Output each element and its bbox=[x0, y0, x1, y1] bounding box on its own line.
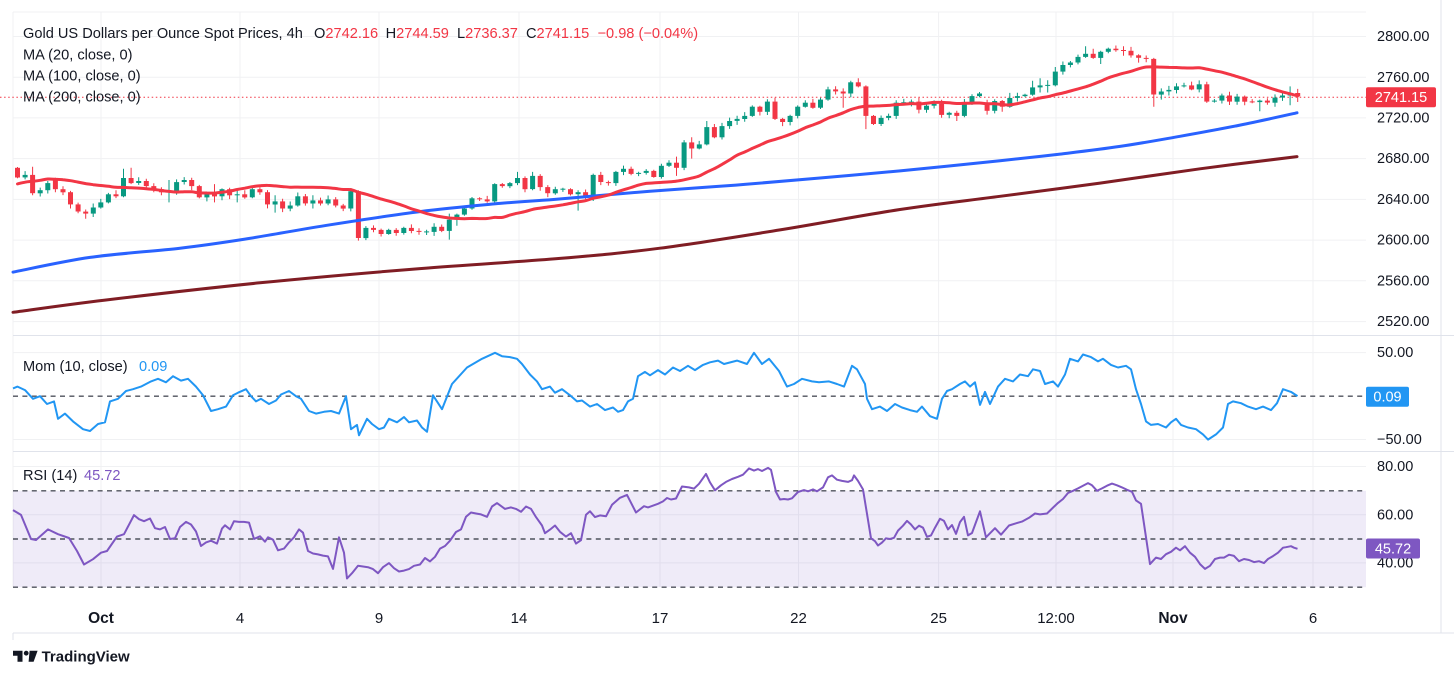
svg-text:6: 6 bbox=[1309, 610, 1317, 627]
svg-text:Oct: Oct bbox=[88, 610, 114, 627]
svg-text:0.09: 0.09 bbox=[139, 359, 167, 375]
svg-text:2760.00: 2760.00 bbox=[1377, 70, 1429, 86]
svg-text:4: 4 bbox=[236, 610, 244, 627]
svg-text:L2736.37: L2736.37 bbox=[457, 26, 518, 42]
svg-text:80.00: 80.00 bbox=[1377, 459, 1413, 475]
svg-text:40.00: 40.00 bbox=[1377, 556, 1413, 572]
svg-text:Gold US Dollars per Ounce Spot: Gold US Dollars per Ounce Spot Prices, 4… bbox=[23, 26, 303, 42]
svg-text:45.72: 45.72 bbox=[84, 468, 121, 484]
svg-text:2640.00: 2640.00 bbox=[1377, 192, 1429, 208]
svg-text:TradingView: TradingView bbox=[42, 649, 130, 666]
svg-text:MA (100, close, 0): MA (100, close, 0) bbox=[23, 69, 141, 85]
svg-text:2600.00: 2600.00 bbox=[1377, 233, 1429, 249]
svg-text:Nov: Nov bbox=[1158, 610, 1188, 627]
svg-text:C2741.15: C2741.15 bbox=[526, 26, 589, 42]
svg-text:2720.00: 2720.00 bbox=[1377, 111, 1429, 127]
svg-text:45.72: 45.72 bbox=[1375, 541, 1411, 557]
svg-text:12:00: 12:00 bbox=[1037, 610, 1075, 627]
svg-text:RSI (14): RSI (14) bbox=[23, 468, 77, 484]
svg-text:O2742.16: O2742.16 bbox=[314, 26, 378, 42]
svg-text:H2744.59: H2744.59 bbox=[386, 26, 449, 42]
svg-text:2560.00: 2560.00 bbox=[1377, 274, 1429, 290]
svg-text:2680.00: 2680.00 bbox=[1377, 151, 1429, 167]
svg-text:MA (20, close, 0): MA (20, close, 0) bbox=[23, 48, 133, 64]
svg-text:17: 17 bbox=[652, 610, 669, 627]
svg-text:50.00: 50.00 bbox=[1377, 345, 1413, 361]
svg-text:9: 9 bbox=[375, 610, 383, 627]
svg-text:2741.15: 2741.15 bbox=[1375, 90, 1427, 106]
svg-text:14: 14 bbox=[511, 610, 528, 627]
svg-text:2800.00: 2800.00 bbox=[1377, 29, 1429, 45]
svg-text:0.09: 0.09 bbox=[1373, 390, 1401, 406]
svg-text:Mom (10, close): Mom (10, close) bbox=[23, 359, 128, 375]
svg-text:−50.00: −50.00 bbox=[1377, 432, 1422, 448]
svg-text:MA (200, close, 0): MA (200, close, 0) bbox=[23, 90, 141, 106]
svg-text:22: 22 bbox=[790, 610, 807, 627]
svg-text:25: 25 bbox=[930, 610, 947, 627]
svg-text:−0.98 (−0.04%): −0.98 (−0.04%) bbox=[598, 26, 699, 42]
svg-text:2520.00: 2520.00 bbox=[1377, 314, 1429, 330]
svg-text:60.00: 60.00 bbox=[1377, 507, 1413, 523]
